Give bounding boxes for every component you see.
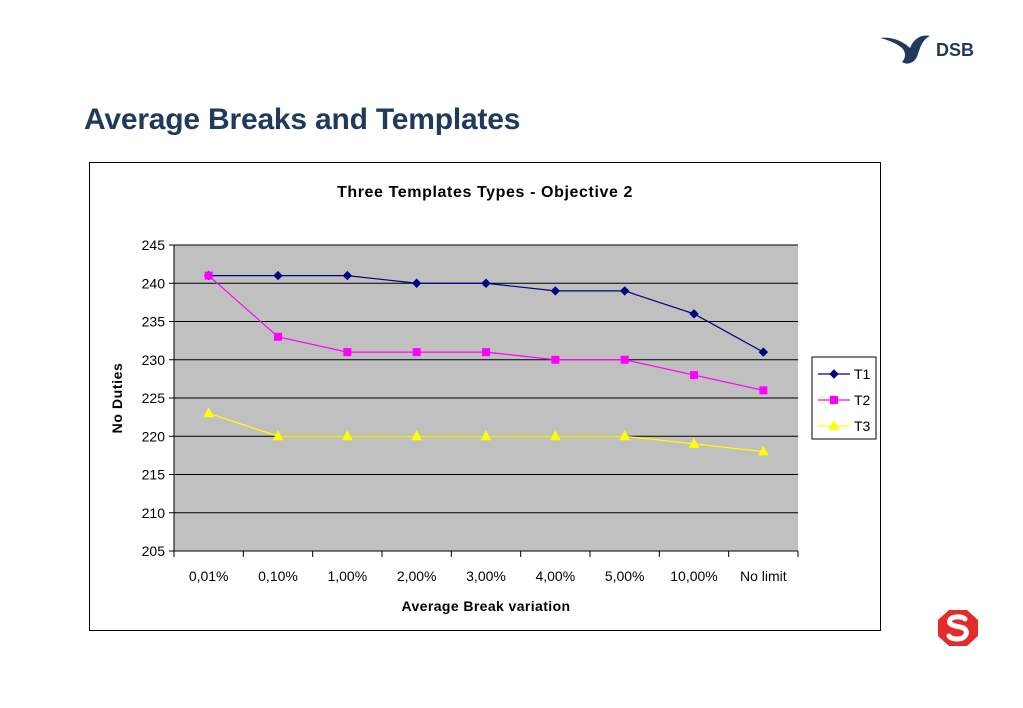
y-tick-label: 230 [142,352,166,368]
data-point-t1 [619,286,630,296]
x-tick-label: 10,00% [670,568,717,584]
y-tick-label: 210 [142,505,166,521]
data-point-t3 [203,407,214,418]
s-letter-icon [946,614,969,642]
legend-label-t2: T2 [854,392,871,408]
data-point-t2 [343,348,352,357]
legend [811,356,877,440]
y-tick-label: 235 [142,314,166,330]
data-point-t1 [481,278,491,288]
data-point-t3 [758,445,769,456]
legend-marker-t1 [829,369,839,379]
data-point-t2 [274,332,282,341]
data-point-t2 [412,348,421,357]
y-tick-label: 245 [142,237,166,253]
x-tick-label: 1,00% [327,568,367,584]
data-point-t2 [204,271,213,280]
y-tick-label: 225 [142,390,166,406]
data-point-t1 [273,270,283,281]
dsb-logo-text: DSB [936,40,974,60]
data-point-t3 [411,430,422,441]
x-tick-label: 0,01% [189,568,229,584]
dsb-bird-icon [880,35,930,64]
s-train-logo [938,610,978,646]
legend-label-t3: T3 [854,418,871,434]
y-tick-label: 220 [142,428,166,444]
dsb-logo: DSB [880,35,974,64]
data-point-t1 [689,309,699,319]
x-tick-label: 3,00% [466,568,506,584]
data-point-t2 [759,386,768,395]
data-point-t2 [482,348,490,357]
legend-label-t1: T1 [854,366,871,382]
y-tick-label: 205 [142,543,166,559]
chart-title: Three Templates Types - Objective 2 [337,184,633,201]
data-point-t1 [342,270,353,281]
data-point-t2 [551,355,560,364]
legend-marker-t3 [828,419,840,430]
data-point-t1 [550,286,561,296]
x-tick-label: 0,10% [258,568,298,584]
data-point-t3 [619,430,630,441]
data-point-t3 [272,430,284,441]
data-point-t1 [411,278,422,288]
x-tick-label: No limit [740,568,787,584]
y-tick-label: 215 [142,467,166,483]
data-point-t1 [758,347,769,357]
y-tick-label: 240 [142,275,166,291]
data-point-t3 [342,430,353,441]
page-title: Average Breaks and Templates [84,103,521,136]
data-point-t2 [690,371,698,380]
y-axis-label: No Duties [109,363,125,434]
data-point-t3 [688,437,700,448]
x-tick-label: 4,00% [535,568,575,584]
legend-marker-t2 [830,396,838,404]
x-tick-label: 2,00% [397,568,437,584]
data-point-t2 [620,355,629,364]
data-point-t3 [550,430,561,441]
x-axis-label: Average Break variation [402,598,571,614]
data-point-t3 [480,430,492,441]
x-tick-label: 5,00% [605,568,645,584]
